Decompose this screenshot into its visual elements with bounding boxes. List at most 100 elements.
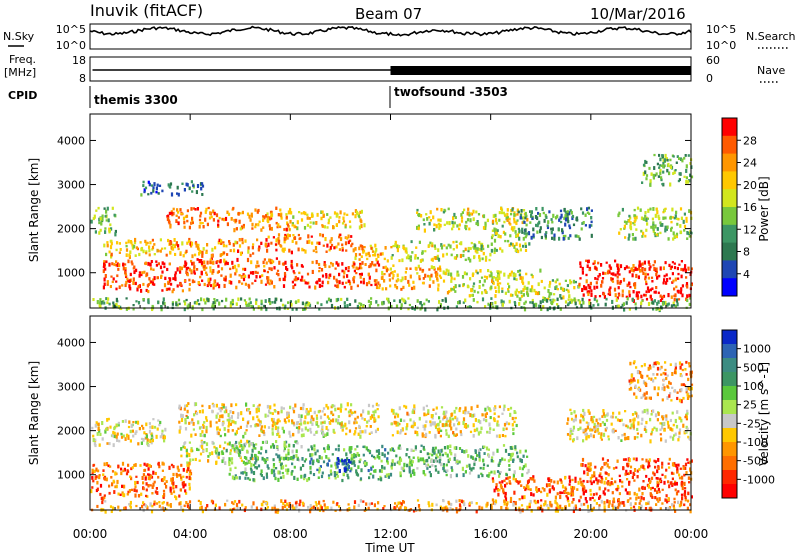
heat-cell [118, 242, 121, 245]
heat-cell [185, 270, 188, 275]
heat-cell [107, 218, 110, 223]
heat-cell [436, 272, 439, 277]
heat-cell [511, 416, 514, 421]
heat-cell [206, 222, 209, 227]
heat-cell [476, 427, 479, 432]
heat-cell [485, 419, 488, 423]
heat-cell [408, 461, 411, 467]
heat-cell [283, 447, 286, 451]
heat-cell [256, 455, 259, 460]
heat-cell [609, 482, 612, 487]
heat-cell [659, 164, 662, 167]
heat-cell [440, 245, 444, 250]
heat-cell [673, 389, 677, 393]
heat-cell [255, 407, 258, 411]
heat-cell [553, 299, 556, 302]
heat-cell [211, 271, 214, 275]
heat-cell [93, 469, 96, 474]
heat-cell [513, 226, 516, 230]
heat-cell [607, 480, 610, 484]
heat-cell [649, 179, 652, 184]
heat-cell [190, 448, 193, 453]
heat-cell [227, 413, 230, 417]
heat-cell [439, 268, 442, 272]
heat-cell [256, 415, 259, 419]
heat-cell [321, 427, 324, 431]
heat-cell [257, 423, 260, 427]
heat-cell [647, 260, 650, 264]
heat-cell [101, 217, 104, 222]
heat-cell [347, 476, 350, 480]
heat-cell [270, 226, 273, 231]
heat-cell [230, 403, 233, 408]
heat-cell [198, 302, 201, 306]
heat-cell [508, 422, 511, 426]
heat-cell [496, 470, 500, 473]
beam-title: Beam 07 [355, 5, 422, 23]
heat-cell [511, 293, 514, 297]
heat-cell [557, 227, 560, 231]
heat-cell [688, 395, 691, 398]
heat-cell [622, 277, 626, 282]
heat-cell [152, 482, 155, 487]
heat-cell [309, 427, 312, 432]
heat-cell [216, 412, 219, 415]
heat-cell [572, 429, 575, 432]
power-colorbar-label: Power [dB] [757, 176, 771, 241]
heat-cell [613, 287, 617, 292]
heat-cell [653, 267, 656, 271]
colorbar-swatch [722, 260, 737, 279]
heat-cell [640, 301, 643, 306]
heat-cell [582, 430, 585, 434]
heat-cell [444, 299, 447, 303]
heat-cell [647, 461, 650, 466]
heat-cell [480, 244, 483, 248]
heat-cell [491, 456, 494, 459]
heat-cell [513, 217, 516, 221]
heat-cell [394, 283, 397, 287]
heat-cell [656, 227, 659, 231]
heat-cell [499, 483, 503, 488]
heat-cell [305, 408, 308, 411]
heat-cell [333, 211, 337, 215]
heat-cell [377, 478, 380, 481]
heat-cell [646, 374, 649, 378]
heat-cell [145, 252, 148, 255]
heat-cell [229, 467, 232, 472]
heat-cell [255, 300, 258, 305]
heat-cell [358, 424, 361, 429]
heat-cell [190, 241, 194, 246]
heat-cell [377, 449, 380, 454]
heat-cell [508, 299, 511, 304]
heat-cell [283, 443, 286, 448]
heat-cell [674, 365, 677, 370]
heat-cell [633, 479, 636, 482]
heat-cell [492, 276, 495, 279]
heat-cell [513, 490, 516, 495]
heat-cell [147, 467, 150, 471]
heat-cell [508, 476, 511, 479]
heat-cell [183, 300, 186, 303]
heat-cell [371, 250, 375, 253]
heat-cell [176, 267, 179, 272]
heat-cell [336, 474, 339, 478]
heat-cell [480, 472, 483, 475]
heat-cell [355, 272, 358, 275]
heat-cell [673, 294, 676, 298]
heat-cell [685, 176, 688, 180]
heat-cell [124, 283, 127, 288]
heat-cell [186, 467, 190, 472]
heat-cell [201, 253, 204, 258]
heat-cell [639, 263, 642, 268]
heat-cell [663, 274, 666, 278]
heat-cell [486, 405, 489, 409]
heat-cell [590, 416, 593, 419]
heat-cell [405, 405, 408, 409]
heat-cell [600, 438, 603, 441]
heat-cell [137, 494, 141, 498]
heat-cell [594, 429, 597, 434]
heat-cell [278, 239, 281, 243]
heat-cell [450, 452, 453, 456]
heat-cell [608, 270, 611, 274]
heat-cell [596, 285, 599, 289]
